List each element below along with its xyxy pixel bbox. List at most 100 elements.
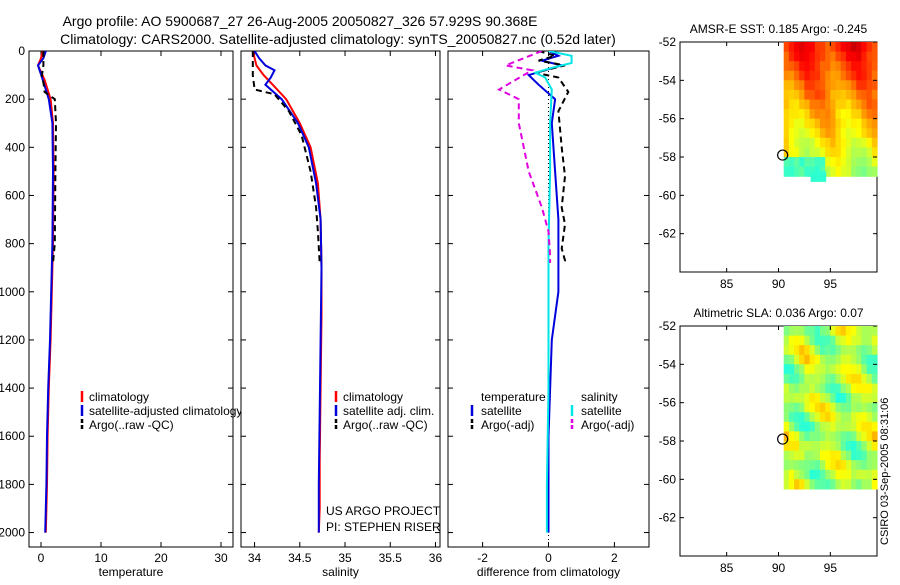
series-line-argo-adj- bbox=[496, 51, 552, 263]
field-cell bbox=[794, 441, 800, 452]
field-cell bbox=[794, 345, 800, 356]
field-cell bbox=[794, 157, 800, 168]
field-cell bbox=[861, 373, 868, 385]
field-cell bbox=[794, 137, 800, 148]
field-cell bbox=[783, 80, 790, 91]
field-cell bbox=[783, 412, 790, 423]
field-cell bbox=[861, 335, 868, 346]
project-label: US ARGO PROJECT bbox=[326, 504, 441, 518]
legend-header: temperature bbox=[481, 390, 546, 404]
field-cell bbox=[851, 441, 857, 452]
series-line-argo-adj- bbox=[535, 51, 570, 264]
field-cell bbox=[861, 364, 868, 375]
field-cell bbox=[799, 412, 805, 423]
field-cell bbox=[799, 61, 805, 72]
field-cell bbox=[856, 373, 863, 385]
field-cell bbox=[835, 42, 842, 53]
y-tick-label: 1000 bbox=[0, 285, 25, 299]
x-tick-label: 35.5 bbox=[379, 551, 403, 565]
field-cell bbox=[840, 373, 847, 385]
legend-label: Argo(..raw -QC) bbox=[89, 418, 174, 432]
field-cell bbox=[861, 109, 868, 120]
field-cell bbox=[825, 326, 831, 337]
field-cell bbox=[783, 460, 790, 471]
field-cell bbox=[804, 118, 811, 129]
series-line-satellite-adjusted-climatology bbox=[36, 51, 55, 533]
field-cell bbox=[794, 42, 800, 53]
field-cell bbox=[851, 412, 857, 423]
field-cell bbox=[830, 70, 837, 81]
field-cell bbox=[840, 393, 847, 404]
y-tick-label: 1400 bbox=[0, 381, 25, 395]
field-cell bbox=[835, 128, 842, 139]
field-cell bbox=[820, 70, 826, 81]
field-cell bbox=[794, 469, 800, 480]
field-cell bbox=[835, 393, 842, 404]
field-cell bbox=[799, 431, 805, 442]
field-cell bbox=[856, 469, 863, 480]
field-cell bbox=[835, 147, 842, 158]
field-cell bbox=[845, 402, 852, 413]
field-cell bbox=[856, 128, 863, 139]
field-cell bbox=[783, 109, 790, 120]
field-cell bbox=[851, 99, 857, 110]
field-cell bbox=[840, 89, 847, 101]
field-cell bbox=[856, 99, 863, 110]
field-cell bbox=[866, 450, 873, 461]
field-cell bbox=[866, 61, 873, 72]
field-cell bbox=[825, 70, 831, 81]
x-tick-label: 30 bbox=[214, 551, 228, 565]
field-cell bbox=[804, 109, 811, 120]
float-position-marker bbox=[777, 433, 789, 445]
field-cell bbox=[809, 157, 816, 168]
field-cell bbox=[835, 354, 842, 365]
field-cell bbox=[788, 51, 795, 62]
field-cell bbox=[820, 326, 826, 337]
field-cell bbox=[825, 402, 831, 413]
field-cell bbox=[835, 157, 842, 168]
field-cell bbox=[851, 354, 857, 365]
field-cell bbox=[835, 460, 842, 471]
field-cell bbox=[835, 383, 842, 394]
field-cell bbox=[804, 157, 811, 168]
field-cell bbox=[845, 137, 852, 148]
field-cell bbox=[835, 99, 842, 110]
field-cell bbox=[871, 137, 878, 148]
field-cell bbox=[804, 345, 811, 356]
field-cell bbox=[783, 393, 790, 404]
field-cell bbox=[794, 364, 800, 375]
x-tick-label: 2 bbox=[611, 551, 618, 565]
field-cell bbox=[835, 412, 842, 423]
field-cell bbox=[804, 80, 811, 91]
x-tick-label: 10 bbox=[94, 551, 108, 565]
series-line-satellite-adj-clim- bbox=[253, 51, 323, 533]
field-cell bbox=[861, 383, 868, 394]
field-cell bbox=[809, 326, 816, 337]
series-line-argo-raw-qc- bbox=[40, 51, 58, 263]
field-cell bbox=[794, 128, 800, 139]
field-cell bbox=[809, 479, 816, 490]
y-tick-label: -56 bbox=[659, 396, 677, 410]
legend-label: climatology bbox=[343, 390, 403, 404]
field-cell bbox=[866, 469, 873, 480]
field-cell bbox=[809, 99, 816, 110]
field-cell bbox=[840, 80, 847, 91]
field-cell bbox=[835, 51, 842, 62]
field-cell bbox=[856, 383, 863, 394]
field-cell bbox=[788, 137, 795, 148]
field-cell bbox=[856, 460, 863, 471]
field-cell bbox=[804, 335, 811, 346]
field-cell bbox=[856, 393, 863, 404]
field-cell bbox=[814, 70, 821, 81]
legend-label: satellite-adjusted climatology bbox=[89, 404, 242, 418]
field-cell bbox=[845, 80, 852, 91]
field-cell bbox=[861, 421, 868, 432]
field-cell bbox=[804, 373, 811, 385]
field-cell bbox=[871, 51, 878, 62]
field-cell bbox=[825, 412, 831, 423]
field-cell bbox=[851, 364, 857, 375]
field-cell bbox=[804, 147, 811, 158]
field-cell bbox=[814, 450, 821, 461]
field-cell bbox=[840, 354, 847, 365]
field-cell bbox=[788, 450, 795, 461]
